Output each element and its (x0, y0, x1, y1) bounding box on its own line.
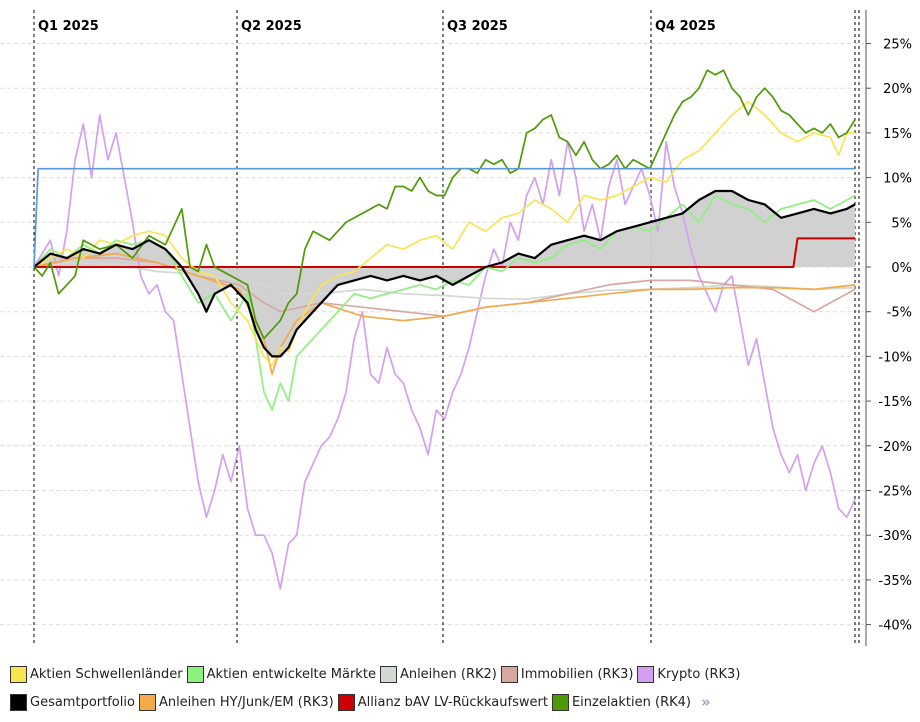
legend-row-1: Aktien Schwellenländer Aktien entwickelte… (10, 660, 910, 688)
quarter-label: Q2 2025 (241, 19, 302, 34)
series-aktien-schwellenl-nder-line (33, 100, 855, 367)
series-krypto-rk3-line (33, 114, 856, 590)
legend-more-icon[interactable]: » (700, 693, 711, 711)
y-tick-label: 15% (883, 127, 912, 142)
portfolio-area (34, 191, 855, 357)
legend-label: Immobilien (RK3) (520, 666, 634, 682)
legend-swatch (10, 665, 27, 683)
series-einzelaktien-rk4-line (33, 69, 856, 340)
legend-swatch (379, 665, 397, 683)
y-tick-label: -5% (887, 306, 912, 321)
chart-area: Q1 2025 Q2 2025 Q3 2025 Q4 2025 25% 20% 15% 10… (0, 10, 912, 646)
y-tick-label: -25% (878, 485, 912, 500)
y-tick-label: -15% (878, 395, 912, 410)
portfolio-fill (34, 191, 855, 357)
legend-item[interactable]: Aktien entwickelte Märkte (186, 665, 376, 683)
series-aktien-entwickelte-m-rkte-line (33, 194, 856, 411)
y-tick-label: 25% (883, 38, 912, 53)
legend-item[interactable]: Anleihen HY/Junk/EM (RK3) (138, 693, 334, 711)
legend-label: Allianz bAV LV-Rückkaufswert (357, 694, 548, 710)
series-anleihen-hy-junk-em-rk3-line (33, 252, 856, 376)
y-tick-label: -20% (878, 440, 912, 455)
legend-label: Anleihen (RK2) (399, 666, 497, 682)
legend-item[interactable]: Einzelaktien (RK4) (551, 693, 691, 711)
series-ref-11-line (33, 167, 855, 268)
quarter-dividers: Q1 2025 Q2 2025 Q3 2025 Q4 2025 (33, 10, 860, 646)
series-lines (33, 69, 856, 590)
series-anleihen-rk2-line (33, 261, 856, 301)
y-tick-label: 20% (883, 82, 912, 97)
y-tick-label: 0% (891, 261, 912, 276)
legend-swatch (500, 665, 518, 683)
legend-label: Aktien entwickelte Märkte (206, 666, 376, 682)
legend-item[interactable]: Allianz bAV LV-Rückkaufswert (337, 693, 548, 711)
legend-item[interactable]: Immobilien (RK3) (500, 665, 634, 683)
y-tick-label: -10% (878, 350, 912, 365)
legend-label: Aktien Schwellenländer (30, 666, 183, 682)
legend-swatch (10, 693, 27, 711)
quarter-label: Q4 2025 (655, 19, 716, 34)
legend-label: Einzelaktien (RK4) (571, 694, 691, 710)
legend-swatch (186, 665, 204, 683)
legend-swatch (551, 693, 569, 711)
y-tick-label: -40% (878, 619, 912, 634)
y-tick-label: 5% (891, 216, 912, 231)
legend-swatch (138, 693, 156, 711)
y-tick-label: -35% (878, 574, 912, 589)
quarter-label: Q3 2025 (447, 19, 508, 34)
legend-label: Anleihen HY/Junk/EM (RK3) (158, 694, 334, 710)
y-axis: 25% 20% 15% 10% 5% 0% -5% -10% -15% -20% -25% -30% -… (865, 10, 912, 646)
quarter-label: Q1 2025 (38, 19, 99, 34)
y-tick-label: 10% (883, 172, 912, 187)
legend-item[interactable]: Gesamtportfolio (10, 693, 135, 711)
legend-item[interactable]: Aktien Schwellenländer (10, 665, 183, 683)
legend-label: Gesamtportfolio (30, 694, 135, 710)
series-gesamtportfolio-line (33, 189, 856, 358)
legend: Aktien Schwellenländer Aktien entwickelte… (10, 660, 910, 716)
y-tick-label: -30% (878, 529, 912, 544)
legend-row-2: Gesamtportfolio Anleihen HY/Junk/EM (RK3)… (10, 688, 910, 716)
legend-item[interactable]: Anleihen (RK2) (379, 665, 497, 683)
legend-item[interactable]: Krypto (RK3) (637, 665, 741, 683)
legend-swatch (337, 693, 355, 711)
legend-swatch (637, 665, 655, 683)
legend-label: Krypto (RK3) (657, 666, 741, 682)
gridlines (0, 43, 864, 626)
series-allianz-bav-lv-r-ckkaufswert-line (34, 237, 855, 268)
